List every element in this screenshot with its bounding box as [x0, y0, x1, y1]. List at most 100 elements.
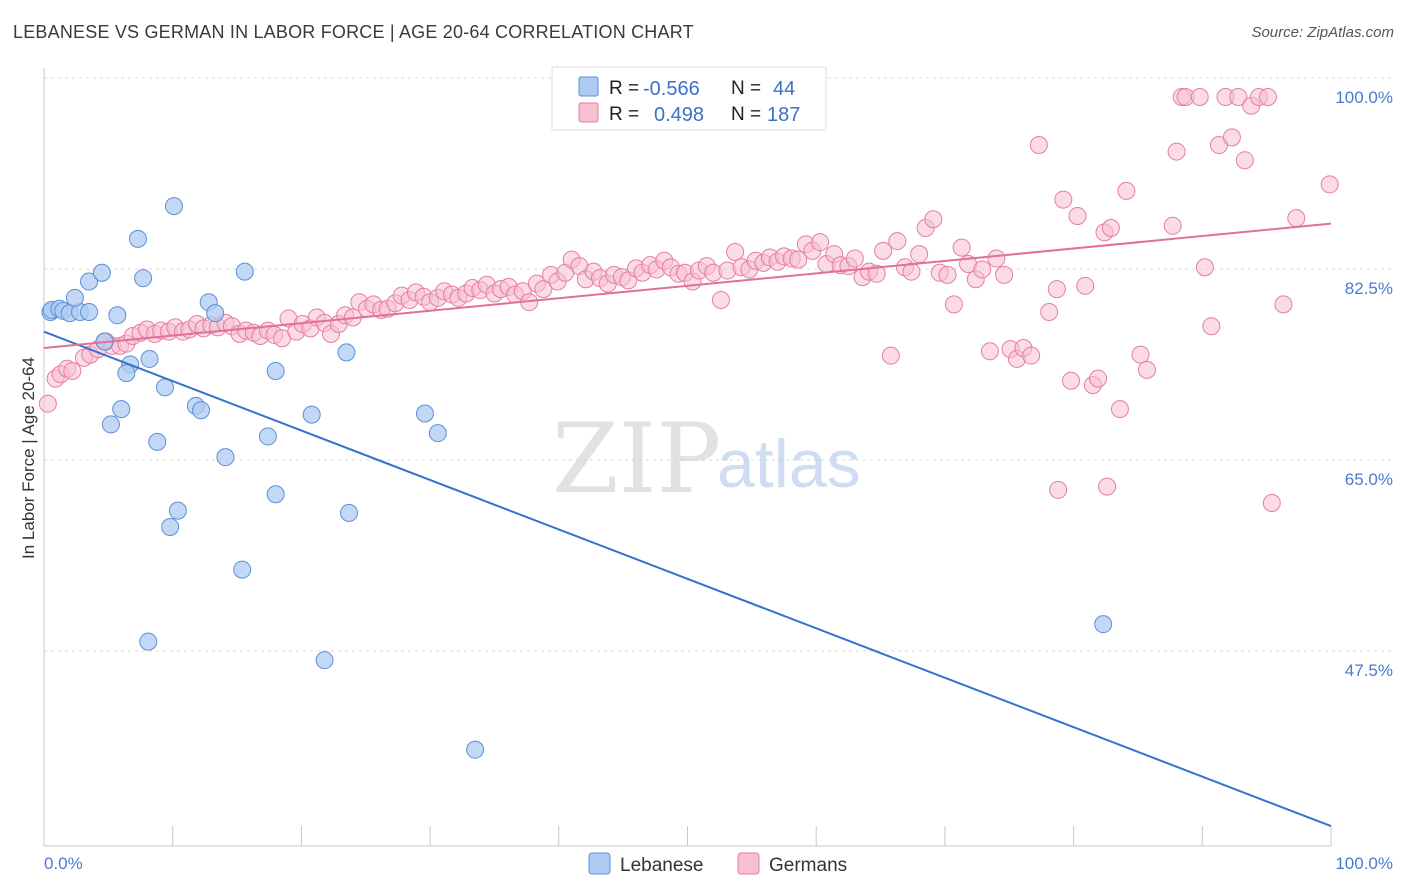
stats-legend: R = -0.566 N = 44 R = 0.498 N = 187	[551, 66, 827, 131]
lebanese-point	[266, 361, 285, 380]
germans-point	[1229, 88, 1248, 106]
x-tick-label-min: 0.0%	[44, 854, 83, 873]
series-legend: Lebanese Germans	[588, 852, 847, 876]
lebanese-point	[80, 272, 99, 291]
germans-point	[726, 242, 745, 261]
germans-r-value: 0.498	[654, 104, 704, 126]
germans-point	[1202, 317, 1221, 336]
lebanese-point	[139, 632, 158, 651]
lebanese-point	[117, 364, 136, 383]
lebanese-point	[340, 503, 359, 522]
germans-point	[1110, 400, 1129, 419]
lebanese-point	[466, 740, 485, 759]
y-tick-label: 82.5%	[1345, 279, 1393, 298]
germans-point	[867, 264, 886, 283]
germans-point	[1101, 218, 1120, 237]
germans-point	[888, 232, 907, 251]
y-tick-label: 47.5%	[1345, 661, 1393, 680]
germans-point	[944, 295, 963, 314]
germans-point	[1040, 303, 1059, 322]
watermark: ZIP atlas	[552, 403, 861, 515]
germans-n-value: 187	[767, 104, 800, 126]
germans-legend-swatch	[578, 102, 599, 123]
trend-lines	[43, 222, 1332, 828]
germans-point	[1195, 258, 1214, 277]
lebanese-point	[112, 400, 131, 419]
lebanese-point	[164, 197, 183, 216]
lebanese-point	[192, 401, 211, 420]
lebanese-point	[235, 262, 254, 281]
legend-n-label-1: N =	[731, 78, 761, 99]
germans-point	[952, 238, 971, 257]
germans-point	[1258, 88, 1277, 106]
germans-point	[881, 346, 900, 365]
germans-point	[1235, 151, 1254, 170]
lebanese-point	[206, 304, 225, 323]
germans-point	[980, 342, 999, 361]
lebanese-legend-label: Lebanese	[620, 855, 703, 876]
germans-point	[874, 241, 893, 260]
lebanese-point	[233, 560, 252, 579]
germans-point	[1131, 345, 1150, 364]
lebanese-point	[216, 448, 235, 467]
lebanese-point	[161, 518, 180, 537]
germans-points	[38, 88, 1339, 513]
legend-n-label-2: N =	[731, 104, 761, 125]
germans-point	[1047, 280, 1066, 299]
lebanese-point	[80, 303, 99, 322]
germans-point	[811, 233, 830, 252]
germans-point	[1222, 128, 1241, 147]
germans-trend-line	[43, 222, 1332, 350]
legend-r-label-1: R =	[609, 78, 639, 99]
lebanese-point	[140, 349, 159, 368]
lebanese-trend-line	[43, 330, 1332, 828]
chart-title: LEBANESE VS GERMAN IN LABOR FORCE | AGE …	[13, 22, 694, 42]
lebanese-point	[1094, 615, 1113, 634]
lebanese-point	[266, 485, 285, 504]
lebanese-point	[337, 343, 356, 362]
germans-point	[1062, 371, 1081, 390]
lebanese-point	[128, 229, 147, 248]
germans-point	[1049, 480, 1068, 499]
germans-point	[845, 249, 864, 268]
germans-legend-label: Germans	[769, 855, 847, 876]
lebanese-n-value: 44	[773, 78, 795, 100]
germans-point	[1054, 190, 1073, 209]
watermark-zip: ZIP	[552, 403, 721, 515]
lebanese-point	[134, 269, 153, 288]
y-axis-title: In Labor Force | Age 20-64	[19, 357, 38, 559]
germans-point	[1167, 142, 1186, 161]
y-tick-label: 65.0%	[1345, 470, 1393, 489]
source-credit: Source: ZipAtlas.com	[1251, 24, 1394, 41]
lebanese-point	[101, 415, 120, 434]
germans-point	[63, 361, 82, 380]
germans-point	[1163, 216, 1182, 235]
x-tick-label-max: 100.0%	[1335, 854, 1393, 873]
germans-point	[924, 210, 943, 229]
lebanese-point	[92, 263, 111, 282]
germans-point	[38, 394, 57, 413]
germans-point	[1076, 276, 1095, 295]
germans-point	[1068, 206, 1087, 225]
lebanese-point	[258, 427, 277, 446]
y-tick-label: 100.0%	[1335, 88, 1393, 107]
germans-point	[973, 260, 992, 279]
germans-point	[1274, 295, 1293, 314]
y-tick-labels: 100.0% 82.5% 65.0% 47.5%	[1335, 88, 1393, 680]
germans-point	[1022, 346, 1041, 365]
lebanese-legend-swatch	[578, 76, 599, 97]
germans-point	[1262, 494, 1281, 513]
lebanese-legend-key	[588, 852, 611, 875]
germans-point	[534, 280, 553, 299]
lebanese-point	[108, 306, 127, 325]
germans-point	[1137, 360, 1156, 379]
lebanese-point	[168, 501, 187, 520]
lebanese-point	[65, 288, 84, 307]
legend-r-label-2: R =	[609, 104, 639, 125]
watermark-atlas: atlas	[717, 426, 861, 502]
x-ticks	[43, 826, 1332, 846]
lebanese-points	[41, 197, 1113, 759]
germans-point	[1098, 477, 1117, 496]
germans-point	[789, 250, 808, 269]
